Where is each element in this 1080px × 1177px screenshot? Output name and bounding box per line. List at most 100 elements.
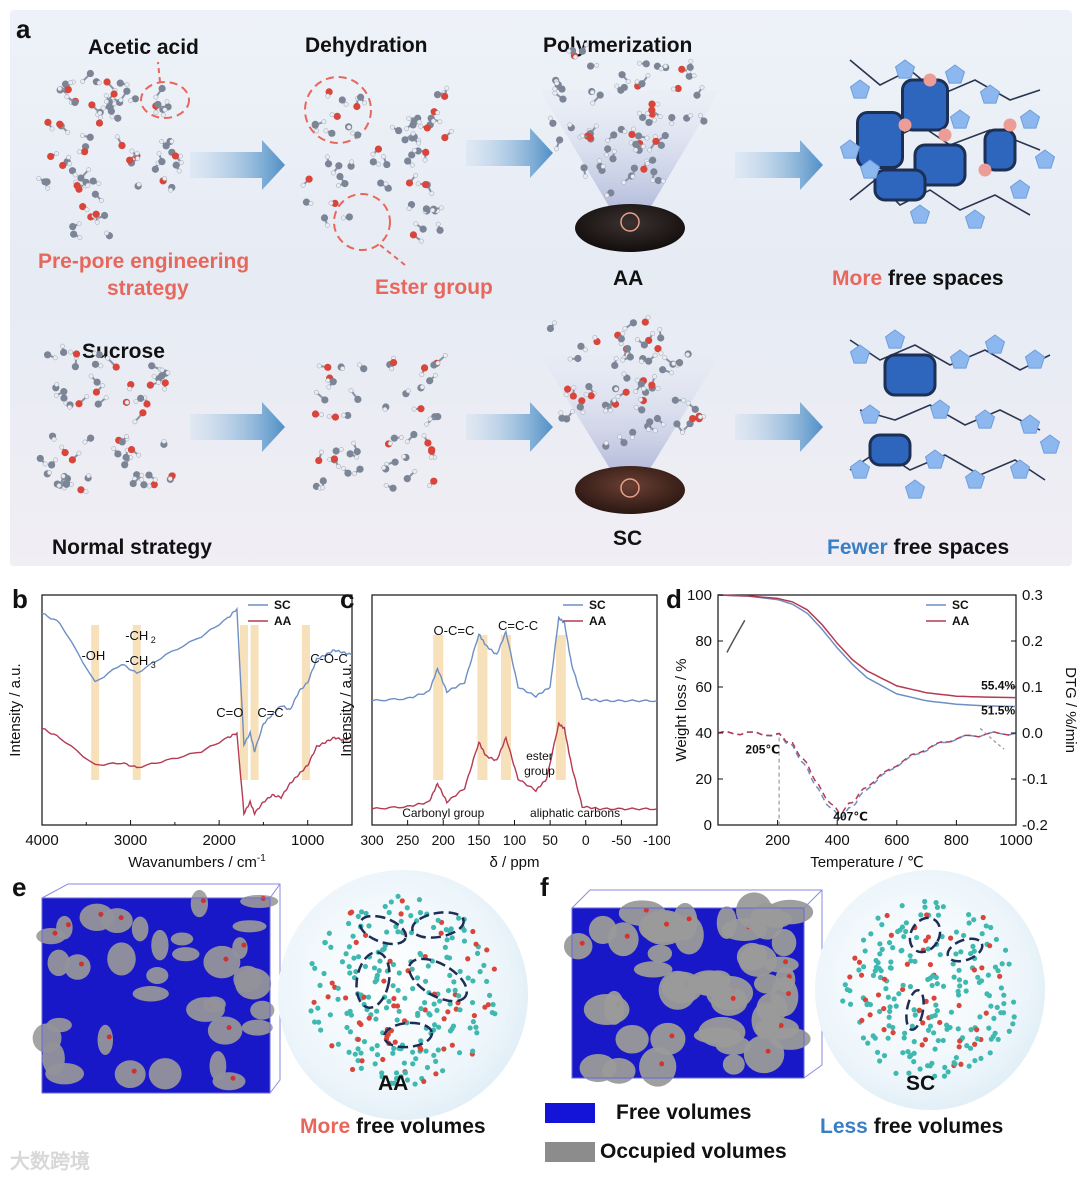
highlight-band [555,635,566,780]
series-line-sc [41,606,353,753]
y-tick-label-right: 0.3 [1022,587,1043,604]
highlight-band [500,635,511,780]
series-line-aa-right [717,730,1017,815]
arrow-icon [190,128,823,452]
annotation-ch2-sub: 2 [151,635,156,645]
sc-product-label: SC [613,527,643,550]
x-axis-label: Wavanumbers / cm-1 [128,853,266,870]
arrow-to-right-axis [979,727,1005,750]
annotation-c-c-c: C=C-C [498,618,538,633]
x-tick-label: 50 [542,832,558,848]
y-tick-label-right: 0.2 [1022,633,1043,650]
y-tick-label-left: 100 [687,587,712,604]
panel-letter-d: d [666,584,682,614]
ester-group-label: Ester group [375,276,493,299]
x-tick-label: 300 [360,832,384,848]
x-tick-label: 100 [503,832,527,848]
annotation-cc: C=C [257,705,283,720]
free-volume-swatch [545,1103,595,1123]
schematic-graphics [36,42,1061,514]
arrow-to-left-axis [726,619,746,653]
y-axis-label: Intensity / a.u. [338,663,355,756]
x-tick-label: 2000 [202,832,235,849]
highlight-band [301,625,310,780]
series-line-aa-left [717,594,1017,699]
aa-sphere-label: AA [378,1072,409,1095]
annotation-515: 51.5% [981,704,1015,718]
panel-letter-e: e [12,872,27,902]
sc-sphere-zoom [815,870,1045,1110]
watermark: 大数跨境 [10,1151,90,1173]
x-tick-label: 150 [467,832,491,848]
x-tick-label: -50 [611,832,631,848]
panel-letter-b: b [12,584,28,614]
y-tick-label-left: 80 [695,633,712,650]
occupied-volume-swatch [545,1142,595,1162]
nmr-chart: 300 250 200 150 100 50 0 -50 -100 δ / ppm Intensit… [338,594,670,870]
y-tick-label-right: -0.2 [1022,817,1048,834]
x-axis-label-sup: -1 [257,853,266,864]
aa-product-label: AA [613,267,644,290]
y-tick-label-left: 40 [695,725,712,742]
annotation-co: C=O [216,705,243,720]
y-tick-label-right: -0.1 [1022,771,1048,788]
aa-volume-cube [32,883,281,1094]
highlight-band [91,625,100,780]
y-tick-label-left: 60 [695,679,712,696]
y-tick-label-left: 20 [695,771,712,788]
plot-frame [717,594,1017,826]
legend-label-aa: AA [589,614,607,628]
strategy-label-line1: Pre-pore engineering [38,250,250,273]
panel-letter-a: a [16,14,31,44]
x-tick-label: 250 [396,832,420,848]
tga-chart: 200 400 600 800 1000 0 20 40 60 80 100 -0.2 -0.1 0.0 0… [673,587,1078,870]
series-line-sc-left [717,594,1017,708]
aa-sphere-structure [308,893,498,1087]
dehydration-label: Dehydration [305,34,428,57]
normal-strategy-label: Normal strategy [52,536,212,559]
y-axis-label-right: DTG / %/min [1062,667,1078,753]
annotation-oc-c: O-C=C [434,623,475,638]
x-tick-label: 3000 [114,832,147,849]
legend-label-sc: SC [589,598,606,612]
ftir-chart: 4000 3000 2000 1000 Wavanumbers / cm-1 Intens… [7,594,353,870]
annotation-ch3-sub: 3 [151,660,156,670]
x-tick-label: 200 [765,832,790,849]
x-tick-label: 4000 [25,832,58,849]
polymer-networks [839,59,1061,499]
plot-frame [41,594,353,826]
annotation-carbonyl: Carbonyl group [402,806,484,820]
y-axis-label-left: Weight loss / % [673,658,690,761]
y-tick-label-left: 0 [704,817,712,834]
annotation-205: 205℃ [745,743,780,757]
x-axis-label: δ / ppm [489,854,539,870]
y-tick-label-right: 0.1 [1022,679,1043,696]
sc-volume-cube [563,889,823,1087]
legend-label-sc: SC [952,598,969,612]
annotation-ch3: -CH [125,653,148,668]
less-free-volumes-label: Less free volumes [820,1115,1004,1138]
annotation-group: group [524,764,555,778]
highlight-band [132,625,141,780]
highlight-band [250,625,259,780]
aa-powder-pile [575,204,685,252]
sucrose-label: Sucrose [82,340,165,363]
molecule-clusters [36,42,708,495]
annotation-554: 55.4% [981,678,1015,692]
annotation-oh: -OH [81,648,105,663]
y-tick-label-right: 0.0 [1022,725,1043,742]
legend-label-aa: AA [274,614,292,628]
free-volume-label: Free volumes [616,1101,752,1124]
x-tick-label: 1000 [291,832,324,849]
panel-letter-f: f [540,872,549,902]
annotation-ch2: -CH [125,628,148,643]
highlight-band [477,635,488,780]
x-tick-label: 0 [582,832,590,848]
legend-label-sc: SC [274,598,291,612]
x-tick-label: 200 [432,832,456,848]
annotation-aliphatic: aliphatic carbons [530,806,620,820]
annotation-407: 407℃ [833,809,868,823]
x-tick-label: -100 [643,832,670,848]
highlight-band [433,635,444,780]
series-line-aa [371,721,658,811]
